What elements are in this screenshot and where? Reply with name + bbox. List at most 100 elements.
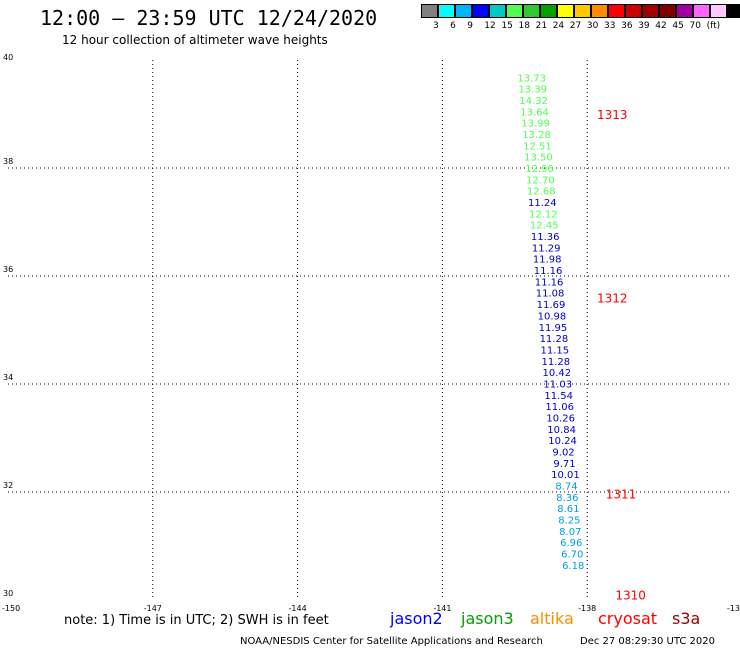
longitude-label: -13 bbox=[727, 604, 740, 613]
color-scale-label: 9 bbox=[467, 21, 473, 31]
wave-height-value: 11.28 bbox=[542, 357, 571, 368]
color-swatch bbox=[642, 4, 659, 18]
wave-height-value: 11.98 bbox=[533, 255, 562, 266]
credit-text: NOAA/NESDIS Center for Satellite Applica… bbox=[240, 636, 543, 647]
timestamp: Dec 27 08:29:30 UTC 2020 bbox=[580, 636, 715, 647]
latitude-label: 34 bbox=[3, 373, 13, 382]
wave-height-value: 11.95 bbox=[539, 323, 568, 334]
latitude-label: 36 bbox=[3, 265, 13, 274]
wave-height-value: 12.68 bbox=[527, 187, 556, 198]
wave-height-value: 12.12 bbox=[529, 209, 558, 220]
longitude-label: -138 bbox=[578, 604, 596, 613]
wave-height-value: 6.96 bbox=[560, 538, 582, 549]
color-scale-label: 39 bbox=[638, 21, 650, 31]
wave-height-value: 13.73 bbox=[517, 73, 546, 84]
color-scale-label: 6 bbox=[450, 21, 456, 31]
color-swatch bbox=[710, 4, 727, 18]
wave-height-value: 11.15 bbox=[541, 345, 570, 356]
color-scale-label: 12 bbox=[484, 21, 496, 31]
footer-note: note: 1) Time is in UTC; 2) SWH is in fe… bbox=[64, 613, 329, 628]
wave-height-value: 11.69 bbox=[537, 300, 566, 311]
legend-s3a: s3a bbox=[672, 609, 701, 628]
color-scale-label: 15 bbox=[501, 21, 513, 31]
wave-height-value: 13.39 bbox=[518, 85, 547, 96]
color-swatch bbox=[591, 4, 608, 18]
latitude-label: 30 bbox=[3, 589, 13, 598]
color-scale-label: 24 bbox=[552, 21, 565, 31]
wave-height-value: 13.50 bbox=[524, 153, 553, 164]
wave-height-value: 13.64 bbox=[520, 107, 549, 118]
color-swatch bbox=[676, 4, 693, 18]
wave-height-value: 12.51 bbox=[523, 141, 552, 152]
legend-jason2: jason2 bbox=[390, 609, 443, 628]
color-scale bbox=[421, 4, 740, 18]
legend-altika: altika bbox=[530, 609, 574, 628]
wave-height-value: 8.25 bbox=[558, 516, 580, 527]
wave-height-value: 10.24 bbox=[548, 436, 577, 447]
wave-height-value: 6.70 bbox=[561, 550, 583, 561]
color-scale-label: 3 bbox=[433, 21, 439, 31]
wave-height-value: 12.45 bbox=[530, 221, 559, 232]
wave-height-value: 8.36 bbox=[556, 493, 578, 504]
pass-number-label: 1312 bbox=[597, 292, 628, 306]
color-swatch bbox=[659, 4, 676, 18]
wave-height-value: 11.24 bbox=[528, 198, 557, 209]
wave-height-value: 12.96 bbox=[525, 164, 554, 175]
wave-height-value: 11.16 bbox=[535, 277, 564, 288]
longitude-label: -144 bbox=[289, 604, 307, 613]
color-scale-label: 45 bbox=[672, 21, 684, 31]
color-scale-label: 42 bbox=[655, 21, 667, 31]
longitude-label: -150 bbox=[2, 604, 20, 613]
wave-height-value: 14.32 bbox=[519, 96, 548, 107]
latitude-label: 32 bbox=[3, 481, 13, 490]
color-swatch bbox=[438, 4, 455, 18]
color-swatch bbox=[625, 4, 642, 18]
wave-height-value: 10.84 bbox=[547, 425, 576, 436]
color-scale-labels: 3 6 9 12 15 18 21 24 27 30 33 36 39 42 45 70 (ft) bbox=[421, 21, 740, 35]
wave-height-value: 11.08 bbox=[536, 289, 565, 300]
longitude-label: -141 bbox=[433, 604, 451, 613]
color-scale-label: 21 bbox=[535, 21, 548, 31]
color-swatch bbox=[489, 4, 506, 18]
color-swatch bbox=[421, 4, 438, 18]
wave-height-value: 9.02 bbox=[552, 448, 574, 459]
wave-height-value: 11.16 bbox=[534, 266, 563, 277]
legend-cryosat: cryosat bbox=[598, 609, 658, 628]
pass-number-label: 1313 bbox=[597, 108, 628, 122]
page-title: 12:00 – 23:59 UTC 12/24/2020 bbox=[40, 6, 378, 30]
longitude-label: -147 bbox=[144, 604, 162, 613]
wave-height-value: 11.29 bbox=[532, 243, 561, 254]
legend-jason3: jason3 bbox=[461, 609, 514, 628]
wave-height-value: 10.42 bbox=[542, 368, 571, 379]
color-scale-label: 70 bbox=[689, 21, 701, 31]
wave-height-value: 12.70 bbox=[526, 175, 555, 186]
wave-height-value: 10.26 bbox=[546, 413, 575, 424]
color-scale-label: 18 bbox=[518, 21, 530, 31]
color-swatch bbox=[506, 4, 523, 18]
pass-number-label: 1310 bbox=[615, 589, 646, 603]
pass-number-label: 1311 bbox=[606, 488, 637, 502]
latitude-label: 38 bbox=[3, 157, 13, 166]
latitude-label: 40 bbox=[3, 53, 13, 62]
color-swatch bbox=[472, 4, 489, 18]
wave-height-value: 11.03 bbox=[543, 379, 572, 390]
wave-height-value: 11.28 bbox=[540, 334, 569, 345]
color-swatch bbox=[693, 4, 710, 18]
wave-height-value: 11.06 bbox=[545, 402, 574, 413]
wave-height-value: 6.18 bbox=[562, 561, 584, 572]
page-subtitle: 12 hour collection of altimeter wave hei… bbox=[62, 33, 328, 47]
wave-height-value: 10.01 bbox=[551, 470, 580, 481]
color-swatch bbox=[540, 4, 557, 18]
color-swatch bbox=[523, 4, 540, 18]
wave-height-value: 11.54 bbox=[544, 391, 573, 402]
wave-height-value: 8.74 bbox=[555, 482, 577, 493]
color-scale-label: 36 bbox=[621, 21, 633, 31]
wave-height-value: 13.99 bbox=[521, 119, 550, 130]
color-swatch bbox=[727, 4, 740, 18]
color-scale-label: 30 bbox=[586, 21, 599, 31]
color-scale-label: (ft) bbox=[706, 21, 721, 31]
wave-height-value: 8.07 bbox=[559, 527, 581, 538]
wave-height-value: 9.71 bbox=[553, 459, 575, 470]
wave-height-value: 10.98 bbox=[538, 311, 567, 322]
